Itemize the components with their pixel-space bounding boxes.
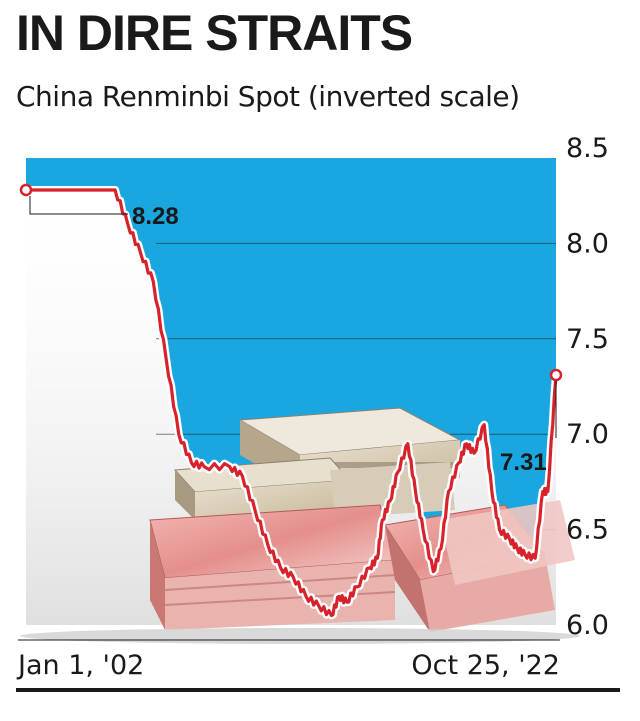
y-tick-label: 8.0 [566, 228, 609, 259]
y-tick-label: 7.0 [566, 419, 609, 450]
bottom-rule [16, 688, 620, 692]
money-stack-illustration [20, 407, 580, 644]
start-point [19, 183, 33, 197]
x-label-end: Oct 25, '22 [411, 650, 560, 681]
chart-subtitle: China Renminbi Spot (inverted scale) [16, 80, 520, 113]
y-tick-label: 8.5 [566, 133, 609, 164]
chart-title: IN DIRE STRAITS [16, 5, 413, 61]
y-tick-label: 6.0 [566, 610, 609, 641]
end-point [549, 368, 563, 382]
end-value-label: 7.31 [500, 449, 547, 476]
series-line [26, 188, 558, 618]
y-tick-label: 6.5 [566, 515, 609, 546]
start-leader [29, 195, 128, 215]
x-label-start: Jan 1, '02 [16, 650, 144, 681]
start-value-label: 8.28 [132, 203, 179, 230]
y-tick-label: 7.5 [566, 324, 609, 355]
